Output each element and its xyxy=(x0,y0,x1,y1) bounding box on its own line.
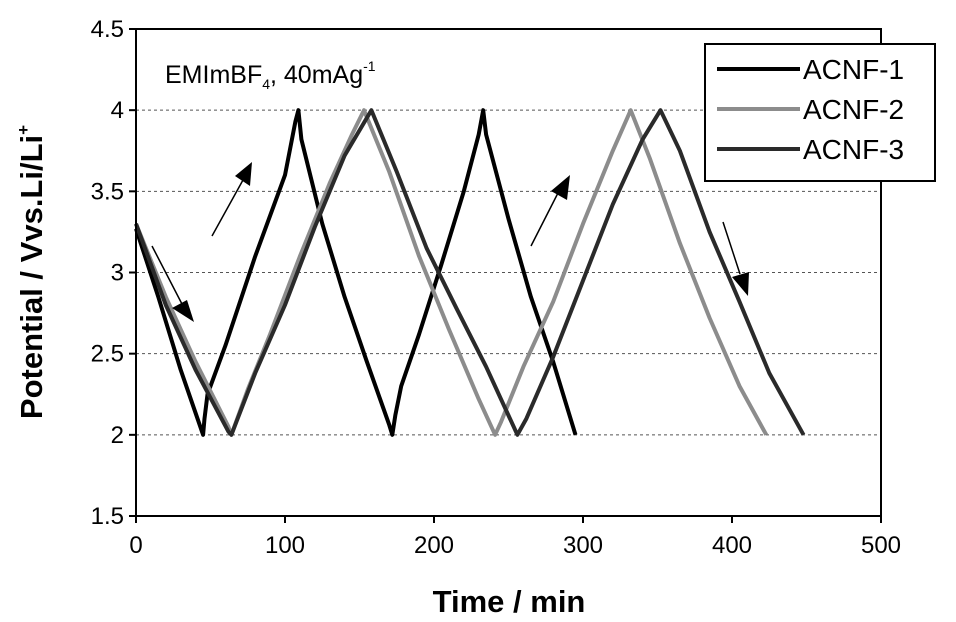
legend-label-acnf-3: ACNF-3 xyxy=(803,134,904,165)
x-tick-label: 0 xyxy=(129,532,142,559)
legend-label-acnf-1: ACNF-1 xyxy=(803,54,904,85)
legend-label-acnf-2: ACNF-2 xyxy=(803,94,904,125)
series-layer xyxy=(134,108,806,437)
arrow-charge-left-head xyxy=(235,162,252,186)
arrow-charge-left xyxy=(211,179,244,237)
legend: ACNF-1 ACNF-2 ACNF-3 xyxy=(704,43,936,182)
y-axis-title: Potential / Vvs.Li/Li+ xyxy=(14,125,49,419)
arrow-charge-right-head xyxy=(551,175,570,200)
y-tick-label: 1.5 xyxy=(91,503,124,530)
x-tick-label: 200 xyxy=(414,532,454,559)
y-axis-title-superscript: + xyxy=(14,125,33,135)
legend-box xyxy=(704,43,936,182)
annotation-main: EMImBF xyxy=(165,61,262,89)
annotation: EMImBF4, 40mAg-1 xyxy=(165,58,376,92)
annotation-rest: , 40mAg xyxy=(270,61,363,89)
arrow-discharge-left xyxy=(151,245,184,307)
y-tick-label: 2.5 xyxy=(91,341,124,368)
x-tick-label: 300 xyxy=(563,532,603,559)
x-tick-label: 500 xyxy=(861,532,901,559)
y-axis-title-main: Potential / Vvs.Li/Li xyxy=(14,135,49,419)
arrow-discharge-right-head xyxy=(732,272,749,296)
annotation-subscript: 4 xyxy=(262,76,270,92)
arrow-discharge-left-head xyxy=(172,300,194,322)
x-tick-label: 100 xyxy=(265,532,305,559)
axis-ticks: 1.5 2 2.5 3 3.5 4 4.5 0 100 200 300 400 500 xyxy=(91,16,901,559)
annotation-superscript: -1 xyxy=(363,58,376,74)
y-tick-label: 4 xyxy=(111,97,124,124)
series-line-acnf-3 xyxy=(134,108,806,437)
y-tick-label: 2 xyxy=(111,422,124,449)
y-tick-label: 3 xyxy=(111,260,124,287)
arrow-charge-right xyxy=(530,190,560,247)
y-tick-label: 3.5 xyxy=(91,178,124,205)
y-tick-label: 4.5 xyxy=(91,16,124,43)
arrow-discharge-right xyxy=(722,221,741,275)
trend-arrows xyxy=(151,162,749,322)
x-axis-title: Time / min xyxy=(433,584,586,619)
x-tick-label: 400 xyxy=(712,532,752,559)
series-line-acnf-1 xyxy=(134,108,578,437)
